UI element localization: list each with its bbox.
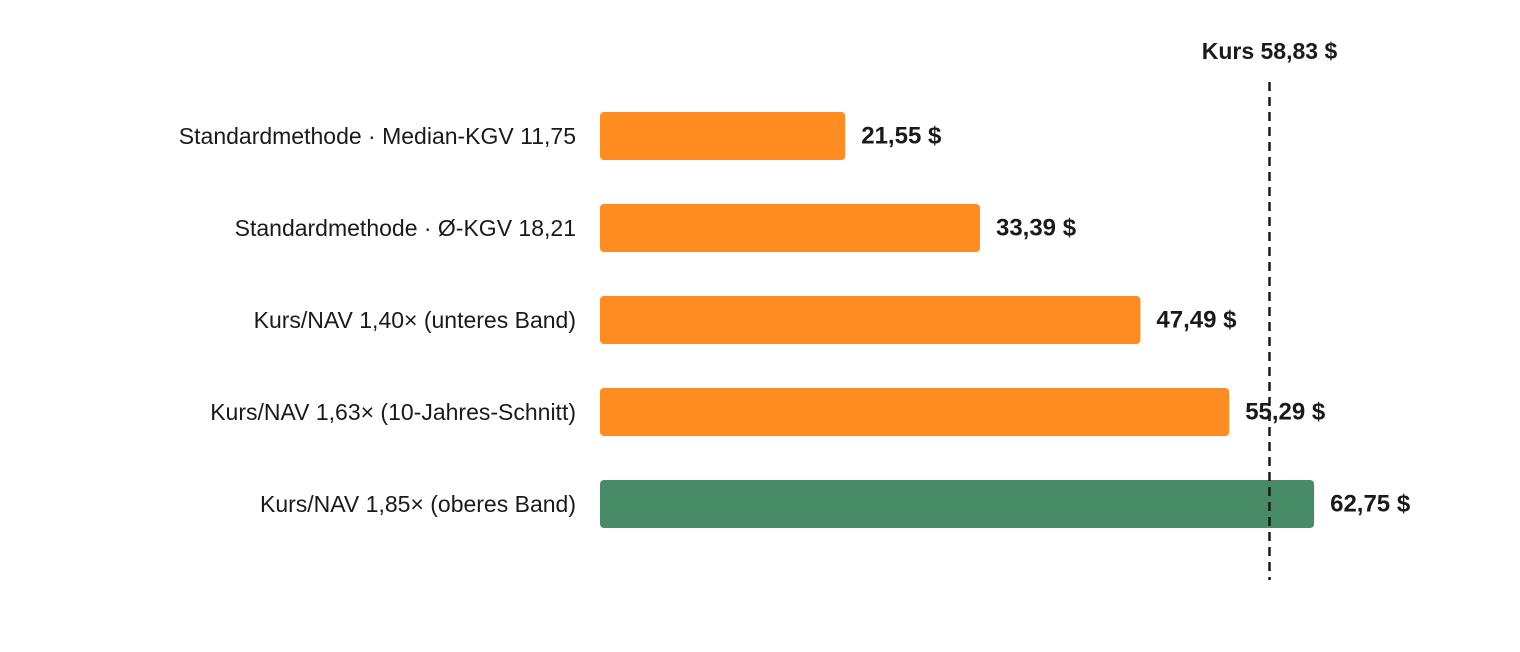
category-label-5: Kurs/NAV 1,85× (oberes Band) — [260, 491, 576, 517]
bar-1 — [600, 112, 846, 160]
bars-layer — [600, 112, 1315, 528]
price-reference-label: Kurs 58,83 $ — [1202, 38, 1338, 64]
bar-2 — [600, 204, 980, 252]
category-label-4: Kurs/NAV 1,63× (10-Jahres-Schnitt) — [210, 399, 576, 425]
category-label-3: Kurs/NAV 1,40× (unteres Band) — [254, 307, 576, 333]
labels-layer: Standardmethode · Median-KGV 11,75 21,55 … — [179, 123, 1411, 518]
value-label-3: 47,49 $ — [1156, 307, 1237, 334]
bar-5 — [600, 480, 1315, 528]
category-label-1: Standardmethode · Median-KGV 11,75 — [179, 123, 576, 149]
value-label-5: 62,75 $ — [1330, 491, 1411, 518]
value-label-4: 55,29 $ — [1245, 399, 1326, 426]
reference-line-layer: Kurs 58,83 $ — [1202, 38, 1338, 580]
category-label-2: Standardmethode · Ø-KGV 18,21 — [235, 215, 576, 241]
bar-3 — [600, 296, 1141, 344]
bar-4 — [600, 388, 1230, 436]
value-label-1: 21,55 $ — [861, 123, 942, 150]
value-label-2: 33,39 $ — [996, 215, 1077, 242]
